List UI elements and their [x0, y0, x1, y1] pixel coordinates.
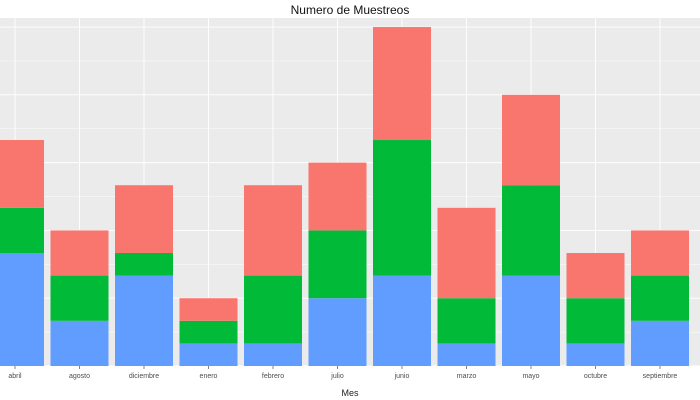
bar-segment-marzo-1 — [437, 298, 496, 344]
x-tick-label: abril — [8, 373, 22, 380]
x-tick-label: septiembre — [643, 373, 678, 380]
bar-segment-diciembre-2 — [115, 185, 173, 254]
bar-segment-mayo-2 — [502, 94, 560, 186]
x-tick-label: diciembre — [129, 373, 159, 380]
bar-segment-febrero-1 — [244, 275, 302, 344]
bar-segment-enero-1 — [179, 320, 238, 344]
x-tick-label: junio — [394, 373, 410, 380]
bar-segment-abril-1 — [0, 207, 44, 254]
x-tick-label: mayo — [522, 373, 539, 380]
bar-segment-febrero-0 — [244, 343, 302, 366]
bar-segment-septiembre-2 — [631, 230, 689, 276]
bar-segment-octubre-0 — [566, 343, 625, 366]
bar-segment-marzo-2 — [437, 207, 496, 299]
chart-title: Numero de Muestreos — [290, 3, 410, 17]
bar-segment-julio-2 — [308, 162, 367, 231]
bar-segment-junio-1 — [373, 140, 431, 276]
bar-segment-octubre-1 — [566, 298, 625, 344]
bars — [0, 27, 689, 366]
bar-segment-septiembre-0 — [631, 320, 689, 366]
bar-segment-julio-1 — [308, 230, 367, 299]
bar-segment-febrero-2 — [244, 185, 302, 276]
bar-segment-junio-0 — [373, 275, 431, 366]
bar-segment-agosto-2 — [50, 230, 109, 276]
x-axis-ticks: abril agosto diciembre enero febrero julio jun… — [8, 366, 677, 380]
x-axis-title: Mes — [341, 388, 359, 398]
bar-segment-enero-0 — [179, 343, 238, 366]
bar-segment-junio-2 — [373, 27, 431, 141]
bar-segment-diciembre-1 — [115, 253, 173, 276]
bar-segment-abril-0 — [0, 253, 44, 366]
bar-segment-enero-2 — [179, 298, 238, 321]
bar-segment-julio-0 — [308, 298, 367, 366]
bar-segment-marzo-0 — [437, 343, 496, 366]
x-tick-label: octubre — [584, 373, 607, 380]
x-tick-label: febrero — [262, 373, 284, 380]
bar-segment-mayo-1 — [502, 185, 560, 276]
x-tick-label: julio — [330, 373, 344, 380]
bar-segment-octubre-2 — [566, 253, 625, 299]
x-tick-label: enero — [200, 373, 218, 380]
x-tick-label: agosto — [69, 373, 90, 380]
bar-segment-agosto-1 — [50, 275, 109, 321]
bar-segment-septiembre-1 — [631, 275, 689, 321]
bar-segment-mayo-0 — [502, 275, 560, 366]
x-tick-label: marzo — [457, 373, 477, 380]
bar-segment-abril-2 — [0, 140, 44, 208]
bar-segment-agosto-0 — [50, 320, 109, 366]
bar-segment-diciembre-0 — [115, 275, 173, 366]
